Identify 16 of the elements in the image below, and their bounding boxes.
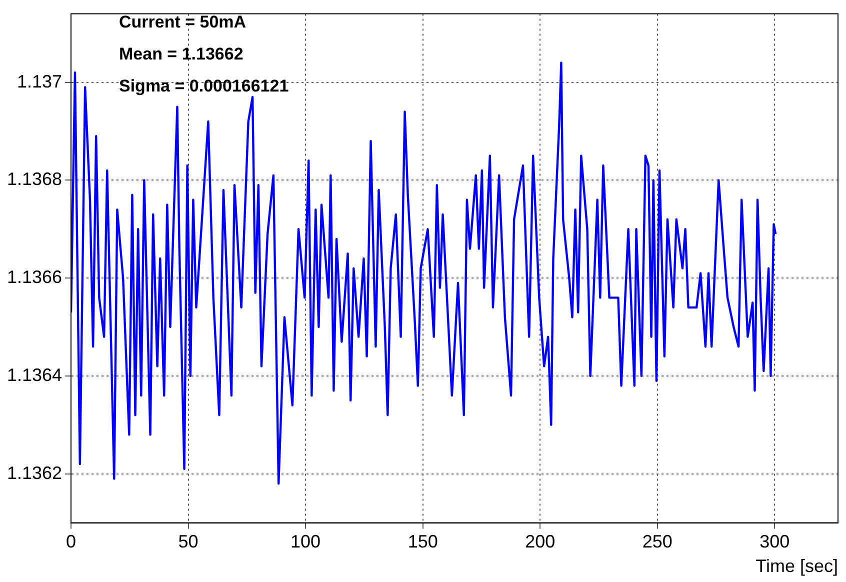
y-tick-label: 1.1368 <box>6 169 62 190</box>
x-tick-label: 50 <box>178 532 198 552</box>
x-tick-label: 100 <box>290 532 321 552</box>
annotation: Mean = 1.13662 <box>119 44 244 64</box>
annotation: Current = 50mA <box>119 12 246 32</box>
annotation: Sigma = 0.000166121 <box>119 76 289 96</box>
y-tick-label: 1.1366 <box>6 267 62 288</box>
x-tick-label: 150 <box>408 532 438 552</box>
x-axis-title: Time [sec] <box>756 556 838 576</box>
y-tick-label: 1.1362 <box>6 462 62 483</box>
y-tick-label: 1.1364 <box>6 364 62 385</box>
x-tick-label: 250 <box>642 532 672 552</box>
x-tick-label: 200 <box>525 532 556 552</box>
x-tick-label: 300 <box>760 532 790 552</box>
x-tick-label: 0 <box>66 532 76 552</box>
y-tick-label: 1.137 <box>16 71 62 92</box>
